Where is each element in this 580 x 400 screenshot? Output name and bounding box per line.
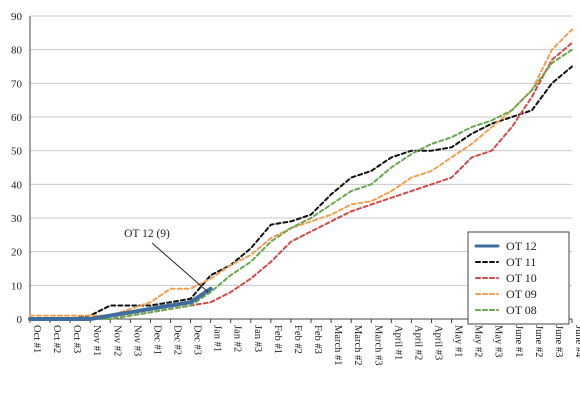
legend-label-ot-08: OT 08	[506, 303, 537, 317]
x-tick-label-april-3: April #3	[432, 325, 443, 360]
y-tick-label-80: 80	[11, 45, 23, 57]
y-tick-label-20: 20	[11, 247, 23, 259]
x-tick-label-april-1: April #1	[392, 325, 403, 360]
x-tick-label-june-1: June #1	[513, 325, 524, 357]
legend-label-ot-10: OT 10	[506, 271, 537, 285]
x-tick-label-march-3: March #3	[372, 325, 383, 366]
series-line-ot-12	[28, 286, 213, 321]
legend-label-ot-09: OT 09	[506, 287, 537, 301]
x-tick-label-june-2: June #2	[533, 325, 544, 357]
x-tick-label-oct-3: Oct #3	[71, 325, 82, 353]
y-tick-label-50: 50	[11, 146, 23, 158]
x-tick-label-march-1: March #1	[332, 325, 343, 366]
x-tick-label-dec-3: Dec #3	[192, 325, 203, 355]
series-line-ot-08	[29, 48, 573, 320]
y-tick-label-40: 40	[11, 179, 23, 191]
series-lines	[28, 28, 573, 321]
legend-label-ot-11: OT 11	[506, 255, 536, 269]
y-tick-label-0: 0	[17, 314, 23, 326]
x-tick-label-may-3: May #3	[493, 325, 504, 357]
x-tick-label-dec-2: Dec #2	[172, 325, 183, 355]
x-tick-label-april-2: April #2	[412, 325, 423, 360]
annotation-pointer	[151, 242, 208, 293]
legend-label-ot-12: OT 12	[506, 239, 537, 253]
annotation: OT 12 (9)	[124, 228, 208, 293]
x-axis-ticks: Oct #1 Oct #2 Oct #3 Nov #1 Nov #2 Nov #3 Dec …	[31, 325, 580, 366]
series-line-ot-11	[29, 65, 573, 320]
x-tick-label-jan-1: Jan #1	[212, 325, 223, 352]
x-tick-label-feb-3: Feb #3	[312, 325, 323, 354]
gridlines	[30, 15, 572, 286]
x-tick-label-may-1: May #1	[453, 325, 464, 357]
y-tick-label-70: 70	[11, 78, 23, 90]
x-tick-label-feb-2: Feb #2	[292, 325, 303, 354]
x-tick-label-nov-2: Nov #2	[111, 325, 122, 356]
y-tick-label-90: 90	[11, 11, 23, 23]
x-tick-label-march-2: March #2	[352, 325, 363, 366]
y-axis-ticks: 0 10 20 30 40 50 60 70 80 90	[11, 11, 23, 326]
annotation-label: OT 12 (9)	[124, 228, 170, 240]
y-tick-label-60: 60	[11, 112, 23, 124]
x-tick-label-oct-2: Oct #2	[51, 325, 62, 353]
x-tick-label-jan-3: Jan #3	[252, 325, 263, 352]
x-tick-label-nov-1: Nov #1	[91, 325, 102, 356]
x-tick-label-may-2: May #2	[473, 325, 484, 357]
x-tick-label-june-4: June #4	[573, 325, 580, 358]
legend: OT 12 OT 11 OT 10 OT 09 OT 08	[467, 231, 570, 325]
x-tick-label-june-3: June #3	[553, 325, 564, 357]
x-tick-label-feb-1: Feb #1	[272, 325, 283, 354]
y-tick-label-10: 10	[11, 280, 23, 292]
y-tick-label-30: 30	[11, 213, 23, 225]
x-tick-label-jan-2: Jan #2	[232, 325, 243, 352]
x-tick-label-nov-3: Nov #3	[131, 325, 142, 356]
x-tick-label-oct-1: Oct #1	[31, 325, 42, 353]
x-tick-label-dec-1: Dec #1	[151, 325, 162, 355]
